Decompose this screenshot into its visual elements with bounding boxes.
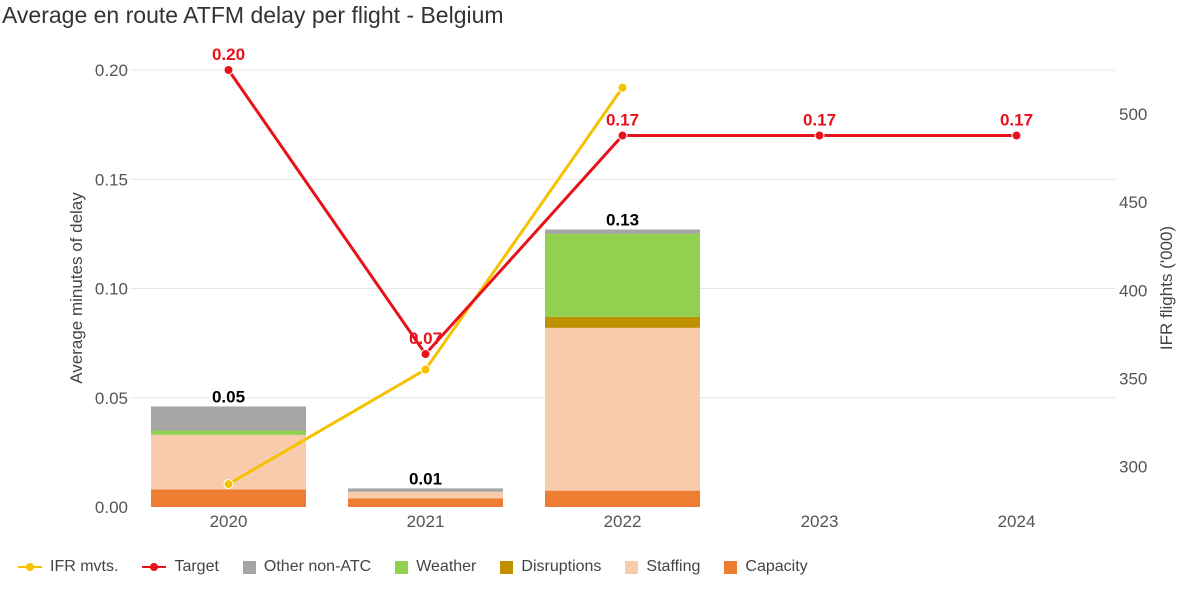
axes: 0.00 0.05 0.10 0.15 0.20 300 350 400 450 500 2020 2… bbox=[95, 61, 1147, 531]
bar-segment bbox=[151, 489, 306, 507]
data-labels: 0.05 0.01 0.13 0.20 0.07 0.17 0.17 0.17 bbox=[210, 45, 1033, 490]
bar-segment bbox=[151, 406, 306, 431]
y-tick-label: 0.05 bbox=[95, 389, 128, 408]
legend-item-target[interactable]: Target bbox=[142, 558, 219, 576]
target-label: 0.17 bbox=[803, 111, 836, 130]
legend-label: Capacity bbox=[745, 558, 808, 575]
bar-total-label: 0.05 bbox=[212, 387, 245, 406]
bar-segment bbox=[348, 498, 503, 507]
target-label: 0.17 bbox=[1000, 111, 1033, 130]
target-label: 0.20 bbox=[212, 45, 245, 64]
color-swatch-icon bbox=[625, 560, 639, 574]
target-point bbox=[814, 130, 825, 141]
y-tick-label: 0.15 bbox=[95, 170, 128, 189]
bar-segment bbox=[151, 430, 306, 435]
legend-label: Other non-ATC bbox=[263, 558, 372, 575]
y2-tick-label: 500 bbox=[1119, 105, 1147, 124]
target-point bbox=[617, 130, 628, 141]
ifr-mvts-point bbox=[420, 364, 431, 375]
ifr-mvts-point bbox=[223, 479, 234, 490]
legend-item-other[interactable]: Other non-ATC bbox=[242, 558, 372, 576]
target-point bbox=[1011, 130, 1022, 141]
line-marker-icon bbox=[142, 561, 167, 573]
y2-tick-label: 300 bbox=[1119, 457, 1147, 476]
target-point bbox=[223, 65, 234, 75]
x-tick-label: 2020 bbox=[210, 512, 248, 531]
bar-segment bbox=[545, 229, 700, 234]
bar-segment bbox=[348, 491, 503, 499]
target-label: 0.17 bbox=[606, 111, 639, 130]
y2-tick-label: 400 bbox=[1119, 281, 1147, 300]
legend-item-ifr[interactable]: IFR mvts. bbox=[18, 558, 118, 576]
bar-segment bbox=[545, 490, 700, 507]
chart-title: Average en route ATFM delay per flight -… bbox=[2, 2, 504, 28]
legend-label: Target bbox=[174, 558, 219, 575]
bar-segment bbox=[348, 488, 503, 492]
x-tick-label: 2024 bbox=[998, 512, 1036, 531]
y-axis-title: Average minutes of delay bbox=[67, 192, 86, 384]
color-swatch-icon bbox=[724, 560, 738, 574]
color-swatch-icon bbox=[500, 560, 514, 574]
bar-segment bbox=[545, 327, 700, 491]
bar-segment bbox=[545, 316, 700, 328]
y2-tick-label: 450 bbox=[1119, 193, 1147, 212]
line-series bbox=[223, 65, 1022, 490]
y2-axis-title: IFR flights ('000) bbox=[1157, 226, 1176, 350]
bar-total-label: 0.01 bbox=[409, 469, 442, 488]
bar-segment bbox=[545, 233, 700, 317]
ifr-mvts-point bbox=[617, 82, 628, 93]
legend-item-capacity[interactable]: Capacity bbox=[724, 558, 808, 576]
target-point bbox=[420, 349, 431, 360]
legend-label: Weather bbox=[416, 558, 477, 575]
x-tick-label: 2022 bbox=[604, 512, 642, 531]
legend-label: Staffing bbox=[646, 558, 701, 575]
legend: IFR mvts. Target Other non-ATC Weather D… bbox=[18, 558, 832, 576]
color-swatch-icon bbox=[395, 560, 409, 574]
legend-label: IFR mvts. bbox=[50, 558, 119, 575]
chart-canvas: 0.050.010.130.200.070.17 0.17 0.17 0.000.0… bbox=[67, 45, 1176, 531]
color-swatch-icon bbox=[242, 560, 256, 574]
target-label: 0.07 bbox=[409, 329, 442, 348]
bar-total-label: 0.13 bbox=[606, 211, 639, 230]
legend-item-weather[interactable]: Weather bbox=[395, 558, 476, 576]
legend-item-staffing[interactable]: Staffing bbox=[625, 558, 700, 576]
legend-item-disruptions[interactable]: Disruptions bbox=[500, 558, 601, 576]
y-tick-label: 0.00 bbox=[95, 498, 128, 517]
x-tick-label: 2023 bbox=[801, 512, 839, 531]
y-tick-label: 0.10 bbox=[95, 280, 128, 299]
y2-tick-label: 350 bbox=[1119, 369, 1147, 388]
bar-stacks bbox=[151, 229, 700, 507]
x-tick-label: 2021 bbox=[407, 512, 445, 531]
legend-label: Disruptions bbox=[521, 558, 602, 575]
line-marker-icon bbox=[18, 561, 42, 573]
y-tick-label: 0.20 bbox=[95, 61, 128, 80]
